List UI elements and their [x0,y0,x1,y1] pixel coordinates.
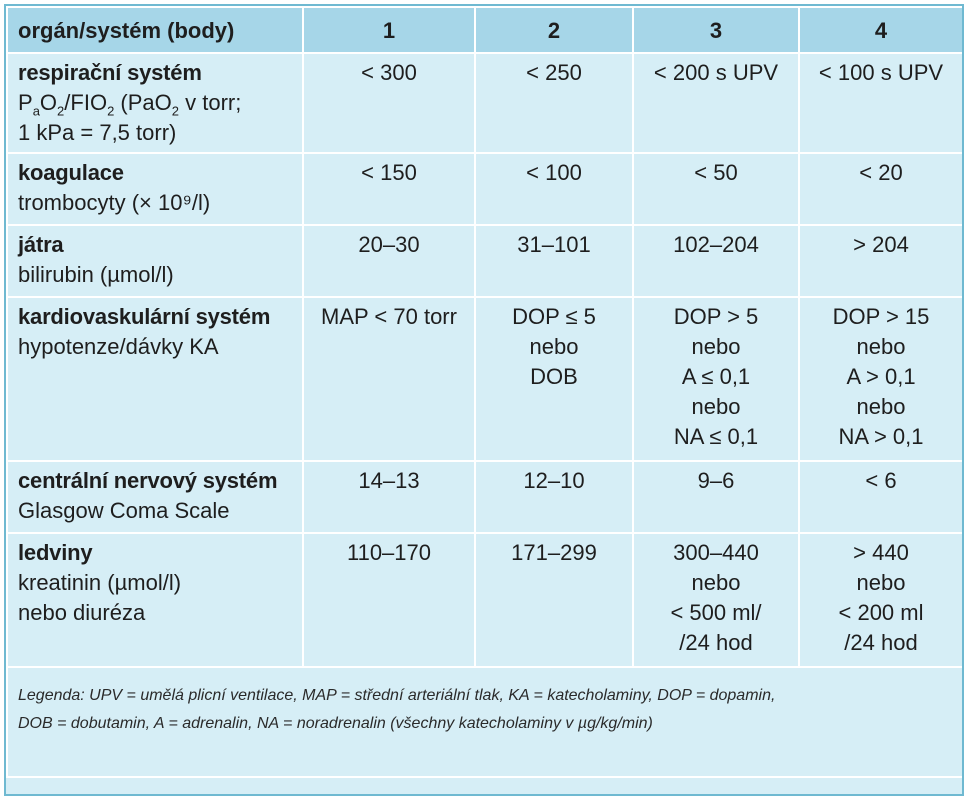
table-row: játra bilirubin (µmol/l) 20–30 31–101 102–20… [6,224,962,298]
score-value: NA ≤ 0,1 [673,424,759,449]
score-value: 12–10 [523,468,585,493]
organ-subtitle: trombocyty (× 10⁹/l) [18,190,211,215]
organ-title: ledviny [18,540,93,565]
organ-subtitle: nebo diuréza [18,600,146,625]
score-value: < 500 ml/ [670,600,762,625]
score-cell: 12–10 [474,460,634,534]
score-cell: 31–101 [474,224,634,298]
table-row: ledviny kreatinin (µmol/l) nebo diuréza 110… [6,532,962,668]
score-cell: < 300 [302,52,476,154]
score-value: nebo [691,570,741,595]
score-value: DOP > 5 [673,304,759,329]
score-cell: < 20 [798,152,962,226]
score-cell: MAP < 70 torr [302,296,476,462]
score-value: nebo [691,394,741,419]
score-cell: < 6 [798,460,962,534]
organ-title: kardiovaskulární systém [18,304,271,329]
score-cell: > 440 nebo < 200 ml/24 hod [798,532,962,668]
table-header-row: orgán/systém (body) 1 2 3 4 [6,6,962,54]
score-value: nebo [691,334,741,359]
organ-cell: kardiovaskulární systém hypotenze/dávky K… [6,296,304,462]
organ-subtitle: bilirubin (µmol/l) [18,262,174,287]
score-value: < 100 [526,160,582,185]
score-value: 171–299 [511,540,597,565]
score-value: < 6 [865,468,897,493]
organ-title: centrální nervový systém [18,468,278,493]
score-cell: 171–299 [474,532,634,668]
table-row: centrální nervový systém Glasgow Coma Sca… [6,460,962,534]
legend-cell: Legenda: UPV = umělá plicní ventilace, M… [6,666,962,778]
score-cell: DOP > 15 nebo A > 0,1 nebo NA > 0,1 [798,296,962,462]
score-cell: < 250 [474,52,634,154]
score-cell: < 100 [474,152,634,226]
score-cell: 20–30 [302,224,476,298]
score-value: /24 hod [679,630,753,655]
organ-subtitle: kreatinin (µmol/l) [18,570,182,595]
header-col-1: 1 [302,6,476,54]
score-value: A > 0,1 [846,364,916,389]
score-value: 110–170 [346,540,431,565]
organ-cell: koagulace trombocyty (× 10⁹/l) [6,152,304,226]
score-value: 14–13 [358,468,420,493]
score-value: < 200 ml [838,600,924,625]
score-value: < 50 [694,160,738,185]
organ-subtitle: Glasgow Coma Scale [18,498,230,523]
organ-title: koagulace [18,160,124,185]
sofa-score-table: orgán/systém (body) 1 2 3 4 respirační s… [6,6,962,778]
score-value: < 150 [361,160,417,185]
organ-cell: ledviny kreatinin (µmol/l) nebo diuréza [6,532,304,668]
organ-cell: centrální nervový systém Glasgow Coma Sca… [6,460,304,534]
header-col-4: 4 [798,6,962,54]
table-row: koagulace trombocyty (× 10⁹/l) < 150 < 100 <… [6,152,962,226]
score-cell: DOP ≤ 5 nebo DOB [474,296,634,462]
score-value: 20–30 [358,232,420,257]
table-row: kardiovaskulární systém hypotenze/dávky K… [6,296,962,462]
score-cell: 9–6 [632,460,800,534]
score-cell: 300–440 nebo < 500 ml/ /24 hod [632,532,800,668]
score-cell: DOP > 5 nebo A ≤ 0,1 nebo NA ≤ 0,1 [632,296,800,462]
score-value: DOB [530,364,578,389]
score-value: 300–440 [673,540,759,565]
score-cell: < 50 [632,152,800,226]
score-value: 9–6 [697,468,735,493]
score-value: < 20 [859,160,903,185]
organ-cell: játra bilirubin (µmol/l) [6,224,304,298]
score-value: > 440 [853,540,909,565]
legend-line-2: DOB = dobutamin, A = adrenalin, NA = nor… [18,715,653,732]
score-value: A ≤ 0,1 [681,364,751,389]
organ-subtitle: PaO2/FIO2 (PaO2 v torr; [18,90,242,119]
score-value: > 204 [853,232,909,257]
legend-line-1: Legenda: UPV = umělá plicní ventilace, M… [18,687,776,704]
score-value: MAP < 70 torr [321,304,457,329]
score-cell: 102–204 [632,224,800,298]
header-col-2: 2 [474,6,634,54]
score-value: nebo [856,570,906,595]
score-value: 31–101 [517,232,591,257]
organ-subtitle-2: 1 kPa = 7,5 torr) [18,120,177,145]
score-value: NA > 0,1 [838,424,924,449]
score-cell: < 150 [302,152,476,226]
header-organ: orgán/systém (body) [6,6,304,54]
score-value: DOP ≤ 5 [512,304,596,329]
organ-subtitle: hypotenze/dávky KA [18,334,219,359]
organ-title: játra [18,232,64,257]
score-cell: > 204 [798,224,962,298]
score-value: 102–204 [673,232,759,257]
score-value: /24 hod [844,630,918,655]
table-row: respirační systém PaO2/FIO2 (PaO2 v torr… [6,52,962,154]
header-col-3: 3 [632,6,800,54]
score-value: nebo [856,394,906,419]
organ-title: respirační systém [18,60,202,85]
sofa-table-panel: orgán/systém (body) 1 2 3 4 respirační s… [4,4,964,796]
score-cell: 110–170 [302,532,476,668]
score-cell: < 200 s UPV [632,52,800,154]
score-value: nebo [529,334,579,359]
legend-row: Legenda: UPV = umělá plicní ventilace, M… [6,666,962,778]
score-value: nebo [856,334,906,359]
score-cell: 14–13 [302,460,476,534]
score-value: DOP > 15 [832,304,930,329]
score-cell: < 100 s UPV [798,52,962,154]
organ-cell: respirační systém PaO2/FIO2 (PaO2 v torr… [6,52,304,154]
